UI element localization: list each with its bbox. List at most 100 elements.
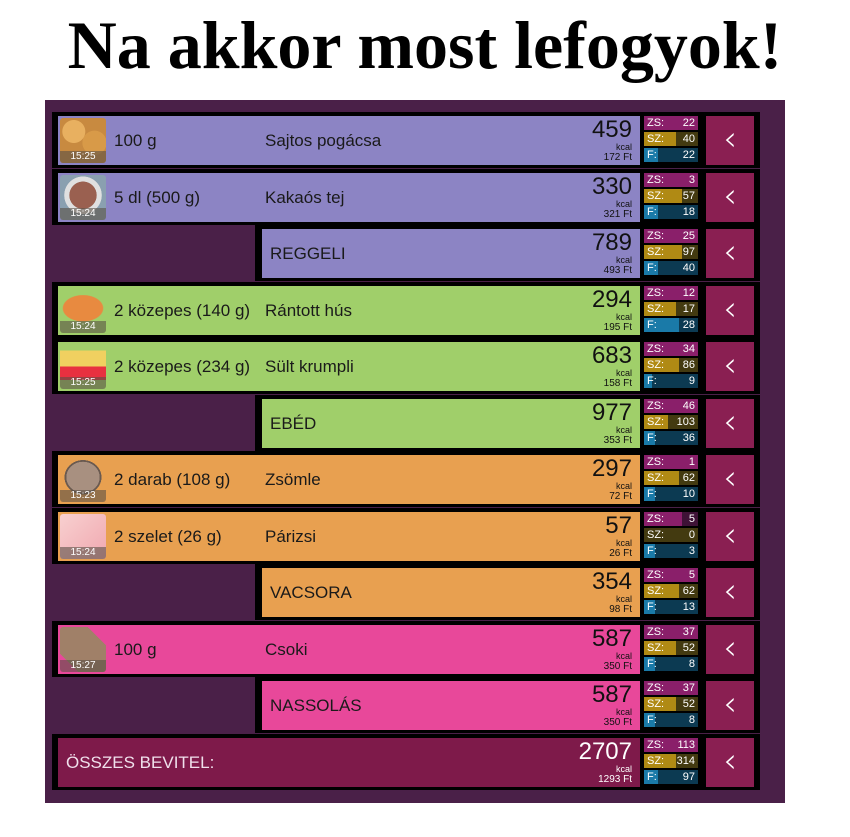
carbs-bar: ZS: 113 bbox=[644, 737, 698, 752]
price: 72 Ft bbox=[609, 491, 632, 502]
kcal-unit: kcal bbox=[615, 481, 632, 491]
sugar-value: 314 bbox=[676, 754, 695, 767]
chevron-left-icon: ‹ bbox=[723, 514, 737, 555]
expand-button[interactable]: ‹ bbox=[706, 624, 754, 674]
sugar-bar: SZ: 97 bbox=[644, 245, 698, 259]
chevron-left-icon: ‹ bbox=[723, 232, 737, 272]
quantity: 5 dl (500 g) bbox=[114, 187, 200, 207]
carbs-value: 25 bbox=[682, 230, 695, 242]
meal-name: NASSOLÁS bbox=[270, 696, 362, 715]
expand-button[interactable]: ‹ bbox=[706, 568, 754, 617]
protein-label: F: bbox=[647, 601, 657, 613]
food-item[interactable]: 15:27 100 g Csoki 587 kcal 350 Ft bbox=[58, 624, 640, 674]
expand-button[interactable]: ‹ bbox=[706, 737, 754, 787]
energy-info: 57 kcal 26 Ft bbox=[605, 513, 632, 560]
carbs-bar-fill bbox=[644, 737, 698, 752]
energy-info: 459 kcal 172 Ft bbox=[592, 117, 632, 164]
energy-info: 587 kcal 350 Ft bbox=[592, 626, 632, 673]
kcal-value: 297 bbox=[591, 455, 632, 482]
macro-bars: ZS: 37 SZ: 52 F: 8 bbox=[644, 624, 698, 673]
protein-value: 10 bbox=[682, 488, 695, 500]
sugar-bar-fill bbox=[644, 358, 680, 372]
kcal-unit: kcal bbox=[615, 142, 632, 152]
pogacsa-photo: 15:25 bbox=[60, 118, 106, 163]
sugar-bar: SZ: 52 bbox=[644, 697, 698, 711]
macro-bars: ZS: 5 SZ: 62 F: 13 bbox=[644, 568, 698, 616]
protein-bar-fill bbox=[644, 656, 655, 671]
sugar-label: SZ: bbox=[647, 472, 665, 484]
carbs-label: ZS: bbox=[647, 117, 665, 129]
carbs-label: ZS: bbox=[647, 569, 665, 581]
protein-bar: F: 40 bbox=[644, 261, 698, 275]
food-row-total: ÖSSZES BEVITEL: 2707 kcal 1293 Ft ZS: 113 SZ: 3… bbox=[52, 733, 760, 790]
chocolate-icon: 15:27 bbox=[60, 626, 106, 672]
food-row-sum: VACSORA 354 kcal 98 Ft ZS: 5 SZ: 62 F: 13 ‹ bbox=[52, 564, 760, 620]
protein-bar-fill bbox=[644, 204, 658, 219]
expand-button[interactable]: ‹ bbox=[706, 455, 754, 504]
macro-bars: ZS: 3 SZ: 57 F: 18 bbox=[644, 172, 698, 221]
sugar-bar-fill bbox=[644, 188, 682, 203]
food-item[interactable]: 15:24 5 dl (500 g) Kakaós tej 330 kcal 321 Ft bbox=[58, 172, 640, 222]
energy-info: 2707 kcal 1293 Ft bbox=[579, 739, 632, 786]
carbs-label: ZS: bbox=[647, 173, 665, 186]
protein-bar: F: 97 bbox=[644, 769, 698, 784]
kcal-value: 587 bbox=[591, 624, 632, 652]
expand-button[interactable]: ‹ bbox=[706, 342, 754, 391]
food-row-item: 15:24 2 közepes (140 g) Rántott hús 294 kcal… bbox=[52, 281, 760, 338]
meal-summary: REGGELI 789 kcal 493 Ft bbox=[262, 229, 640, 278]
kcal-unit: kcal bbox=[615, 650, 632, 661]
chevron-left-icon: ‹ bbox=[723, 119, 737, 159]
protein-bar-fill bbox=[644, 374, 653, 388]
carbs-bar-fill bbox=[644, 455, 698, 469]
chevron-left-icon: ‹ bbox=[723, 345, 737, 385]
protein-bar: F: 36 bbox=[644, 430, 698, 445]
chevron-left-icon: ‹ bbox=[723, 401, 737, 442]
carbs-label: ZS: bbox=[647, 286, 665, 299]
food-row-sum: REGGELI 789 kcal 493 Ft ZS: 25 SZ: 97 F: 40 ‹ bbox=[52, 225, 760, 281]
time-label: 15:24 bbox=[60, 546, 106, 559]
sugar-bar-fill bbox=[644, 640, 677, 655]
protein-bar: F: 10 bbox=[644, 487, 698, 501]
protein-label: F: bbox=[647, 318, 657, 331]
sugar-bar-fill bbox=[644, 414, 669, 429]
expand-button[interactable]: ‹ bbox=[706, 229, 754, 278]
expand-button[interactable]: ‹ bbox=[706, 172, 754, 222]
food-name: Sajtos pogácsa bbox=[265, 131, 382, 150]
food-item[interactable]: 15:23 2 darab (108 g) Zsömle 297 kcal 72 Ft bbox=[58, 455, 640, 504]
carbs-bar: ZS: 37 bbox=[644, 681, 698, 695]
protein-label: F: bbox=[647, 262, 657, 274]
meal-name: VACSORA bbox=[270, 583, 352, 602]
food-item[interactable]: 15:24 2 szelet (26 g) Párizsi 57 kcal 26 Ft bbox=[58, 511, 640, 561]
protein-bar: F: 9 bbox=[644, 374, 698, 388]
quantity: 2 szelet (26 g) bbox=[114, 526, 222, 546]
time-label: 15:23 bbox=[60, 490, 106, 502]
protein-value: 40 bbox=[682, 262, 695, 274]
expand-button[interactable]: ‹ bbox=[706, 116, 754, 165]
protein-label: F: bbox=[647, 431, 657, 444]
expand-button[interactable]: ‹ bbox=[706, 285, 754, 335]
sugar-bar: SZ: 62 bbox=[644, 584, 698, 598]
carbs-label: ZS: bbox=[647, 230, 665, 242]
food-name: Sült krumpli bbox=[265, 357, 354, 376]
macro-bars: ZS: 37 SZ: 52 F: 8 bbox=[644, 681, 698, 729]
expand-button[interactable]: ‹ bbox=[706, 398, 754, 448]
sugar-value: 17 bbox=[682, 302, 695, 315]
time-label: 15:24 bbox=[60, 207, 106, 220]
meal-summary: NASSOLÁS 587 kcal 350 Ft bbox=[262, 681, 640, 730]
sugar-value: 86 bbox=[682, 359, 695, 371]
protein-label: F: bbox=[647, 149, 657, 161]
sugar-value: 52 bbox=[682, 641, 695, 654]
kcal-value: 977 bbox=[591, 398, 632, 426]
food-item[interactable]: 15:25 2 közepes (234 g) Sült krumpli 683 kca… bbox=[58, 342, 640, 391]
carbs-value: 12 bbox=[682, 286, 695, 299]
carbs-bar-fill bbox=[644, 398, 698, 413]
carbs-value: 5 bbox=[688, 512, 695, 525]
expand-button[interactable]: ‹ bbox=[706, 511, 754, 561]
expand-button[interactable]: ‹ bbox=[706, 681, 754, 730]
macro-bars: ZS: 5 SZ: 0 F: 3 bbox=[644, 511, 698, 560]
sugar-bar-fill bbox=[644, 301, 677, 316]
food-item[interactable]: 15:25 100 g Sajtos pogácsa 459 kcal 172 Ft bbox=[58, 116, 640, 165]
food-row-sum: EBÉD 977 kcal 353 Ft ZS: 46 SZ: 103 F: 36 ‹ bbox=[52, 394, 760, 451]
food-item[interactable]: 15:24 2 közepes (140 g) Rántott hús 294 kcal… bbox=[58, 285, 640, 335]
kcal-value: 683 bbox=[591, 342, 632, 369]
